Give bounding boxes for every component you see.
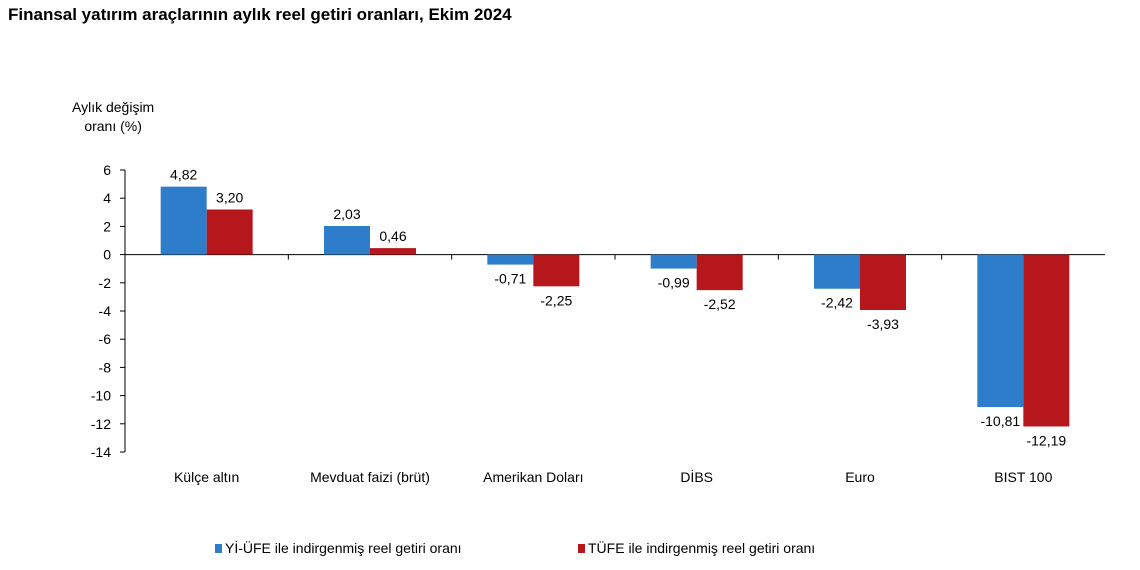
y-axis-label-line: oranı (%) [84, 118, 142, 134]
bar-tufe [370, 248, 416, 255]
legend-label: Yİ-ÜFE ile indirgenmiş reel getiri oranı [225, 540, 462, 556]
bar-tufe [860, 254, 906, 311]
data-label: 4,82 [170, 167, 197, 183]
y-tick-label: -4 [99, 303, 112, 319]
y-tick-label: -2 [99, 275, 112, 291]
x-tick-label: Mevduat faizi (brüt) [310, 469, 430, 485]
y-tick-label: -6 [99, 331, 112, 347]
y-tick-label: -12 [91, 416, 111, 432]
y-tick-label: 6 [103, 162, 111, 178]
y-tick-label: 0 [103, 247, 111, 263]
x-tick-label: DİBS [680, 468, 713, 485]
legend-item-tufe: TÜFE ile indirgenmiş reel getiri oranı [578, 540, 815, 556]
data-label: -0,99 [658, 275, 690, 291]
bar-tufe [696, 254, 743, 291]
bar-yiufe [160, 186, 207, 255]
data-label: 0,46 [379, 228, 406, 244]
bar-tufe [206, 209, 253, 255]
bar-yiufe [814, 254, 860, 289]
y-tick-label: -14 [91, 444, 111, 460]
y-tick-label: -8 [99, 359, 112, 375]
x-tick-label: Külçe altın [174, 469, 239, 485]
data-label: -2,25 [540, 292, 572, 308]
data-label: -2,52 [704, 296, 736, 312]
x-tick-label: Euro [845, 469, 875, 485]
bar-tufe [1023, 254, 1070, 427]
data-label: -2,42 [821, 295, 853, 311]
y-tick-label: 2 [103, 218, 111, 234]
data-label: -12,19 [1026, 432, 1066, 448]
bar-yiufe [324, 225, 370, 255]
legend-item-yiufe: Yİ-ÜFE ile indirgenmiş reel getiri oranı [215, 540, 462, 556]
data-label: 3,20 [216, 189, 243, 205]
legend-label: TÜFE ile indirgenmiş reel getiri oranı [588, 540, 816, 556]
bar-yiufe [650, 254, 697, 269]
bar-yiufe [977, 254, 1024, 408]
legend-swatch-red [578, 543, 585, 553]
data-label: -10,81 [980, 413, 1020, 429]
x-tick-label: Amerikan Doları [483, 469, 583, 485]
data-label: -3,93 [867, 316, 899, 332]
y-tick-label: -10 [91, 388, 111, 404]
bar-yiufe [487, 254, 534, 265]
y-tick-label: 4 [103, 190, 111, 206]
y-axis-label: Aylık değişim oranı (%) [72, 98, 154, 136]
legend-swatch-blue [215, 543, 222, 553]
chart-title: Finansal yatırım araçlarının aylık reel … [8, 5, 512, 24]
y-axis-label-line: Aylık değişim [72, 99, 155, 115]
data-label: 2,03 [333, 206, 360, 222]
data-label: -0,71 [494, 271, 526, 287]
bar-tufe [533, 254, 580, 287]
x-tick-label: BIST 100 [994, 469, 1052, 485]
